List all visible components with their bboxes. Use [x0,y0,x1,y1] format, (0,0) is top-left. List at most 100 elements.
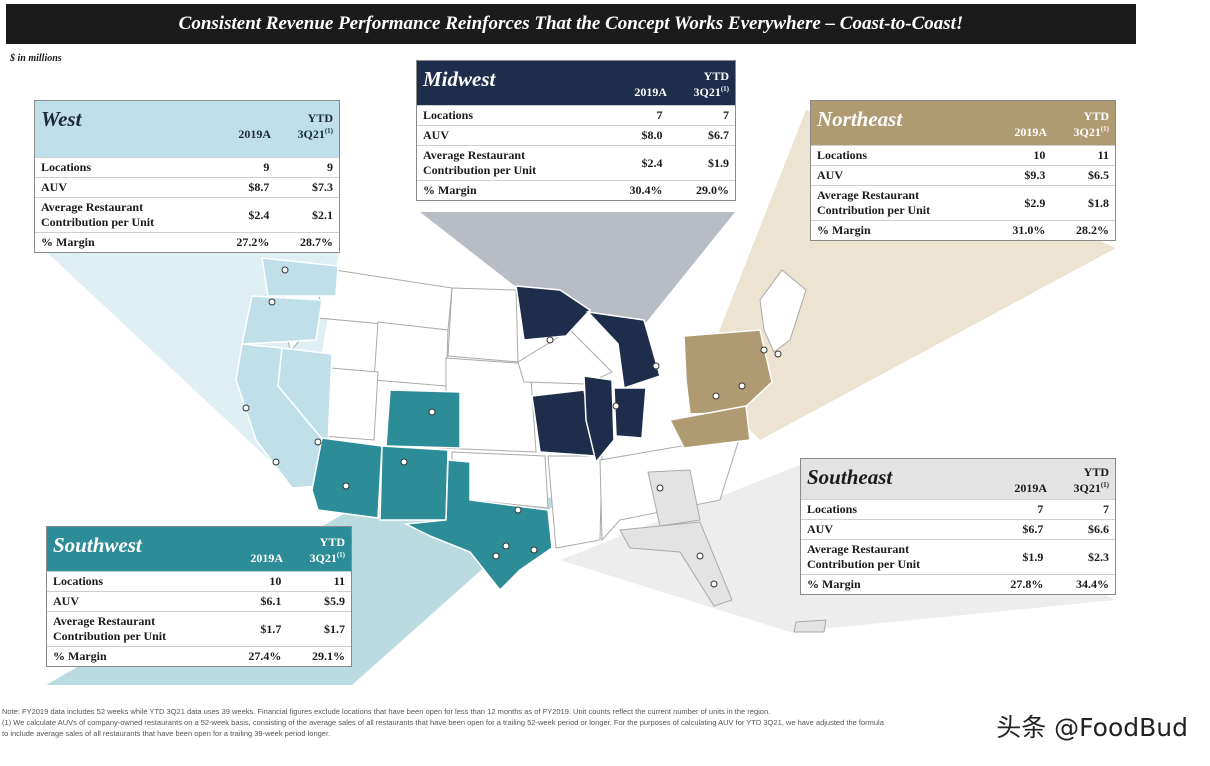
region-name: West [41,107,82,131]
state-colorado [385,389,461,449]
location-dot [428,408,436,416]
table-row: Average Restaurant Contribution per Unit $… [811,185,1115,221]
location-dot [738,382,746,390]
ytd-label: YTD [1083,109,1109,123]
location-dot [514,506,522,514]
location-dot [546,336,554,344]
location-dot [342,482,350,490]
location-dot [656,484,664,492]
col-3q21: 3Q21(1) [297,127,333,141]
midwest-metrics-table: Locations 7 7 AUV $8.0 $6.7 Average Restaura… [417,105,735,200]
table-row: Locations 10 11 [811,145,1115,166]
state-washington [261,257,339,297]
northeast-panel-header: Northeast YTD 2019A 3Q21(1) [811,101,1115,145]
state-dakotas [447,287,519,363]
location-dot [652,362,660,370]
state-puerto-rico [793,619,827,633]
state-arizona [311,437,383,519]
table-row: Average Restaurant Contribution per Unit $… [417,145,735,181]
region-name: Southeast [807,465,893,489]
table-row: Average Restaurant Contribution per Unit $… [47,611,351,647]
region-name: Midwest [423,67,496,91]
location-dot [774,350,782,358]
location-dot [268,298,276,306]
west-metrics-table: Locations 9 9 AUV $8.7 $7.3 Average Restaura… [35,157,339,252]
table-row: Locations 9 9 [35,157,339,178]
state-new-england [759,269,807,353]
region-name: Northeast [817,107,903,131]
table-row: % Margin 27.8% 34.4% [801,574,1115,594]
col-3q21: 3Q21(1) [309,551,345,565]
watermark: 头条 @FoodBud [996,713,1188,742]
footnote: Note: FY2019 data includes 52 weeks whil… [2,706,1102,739]
state-georgia [647,469,701,527]
footnote-line: to include average sales of all restaura… [2,729,331,738]
northeast-callout-wedge [700,110,1116,440]
southeast-metrics-table: Locations 7 7 AUV $6.7 $6.6 Average Restaura… [801,499,1115,594]
midwest-callout-wedge [420,212,735,330]
location-dot [696,552,704,560]
location-dot [760,346,768,354]
location-dot [400,458,408,466]
midwest-panel: Midwest YTD 2019A 3Q21(1) Locations 7 7 AUV… [416,60,736,201]
col-3q21: 3Q21(1) [1073,125,1109,139]
state-new-mexico [379,445,449,521]
state-oregon [241,295,323,345]
southeast-panel: Southeast YTD 2019A 3Q21(1) Locations 7 7 A… [800,458,1116,595]
table-row: AUV $6.7 $6.6 [801,519,1115,540]
location-dot [272,458,280,466]
footnote-line: (1) We calculate AUVs of company-owned r… [2,718,884,727]
location-dot [502,542,510,550]
location-dot [242,404,250,412]
table-row: Locations 10 11 [47,571,351,592]
table-row: % Margin 27.4% 29.1% [47,646,351,666]
col-3q21: 3Q21(1) [693,85,729,99]
table-row: Average Restaurant Contribution per Unit $… [35,197,339,233]
location-dot [710,580,718,588]
col-2019a: 2019A [250,551,283,565]
units-note: $ in millions [10,53,62,64]
ytd-label: YTD [307,111,333,125]
southwest-metrics-table: Locations 10 11 AUV $6.1 $5.9 Average Restau… [47,571,351,666]
southwest-panel: Southwest YTD 2019A 3Q21(1) Locations 10 11… [46,526,352,667]
table-row: % Margin 31.0% 28.2% [811,220,1115,240]
location-dot [281,266,289,274]
west-panel-header: West YTD 2019A 3Q21(1) [35,101,339,157]
state-nebraska-kansas [439,357,537,453]
state-florida [619,521,733,607]
state-indiana [613,387,647,439]
location-dot [530,546,538,554]
table-row: AUV $6.1 $5.9 [47,591,351,612]
west-panel: West YTD 2019A 3Q21(1) Locations 9 9 AUV $8.… [34,100,340,253]
southeast-panel-header: Southeast YTD 2019A 3Q21(1) [801,459,1115,499]
state-minnesota [515,285,592,341]
col-2019a: 2019A [1014,481,1047,495]
table-row: AUV $8.0 $6.7 [417,125,735,146]
state-montana [317,267,453,331]
table-row: AUV $9.3 $6.5 [811,165,1115,186]
table-row: Locations 7 7 [417,105,735,126]
location-dot [612,402,620,410]
col-3q21: 3Q21(1) [1073,481,1109,495]
table-row: Average Restaurant Contribution per Unit $… [801,539,1115,575]
location-dot [314,438,322,446]
ytd-label: YTD [703,69,729,83]
state-illinois [583,375,615,464]
northeast-metrics-table: Locations 10 11 AUV $9.3 $6.5 Average Restau… [811,145,1115,240]
state-arkansas-la [547,455,603,549]
northeast-panel: Northeast YTD 2019A 3Q21(1) Locations 10 11… [810,100,1116,241]
ytd-label: YTD [319,535,345,549]
page-title: Consistent Revenue Performance Reinforce… [6,4,1136,44]
location-dots [242,266,782,588]
col-2019a: 2019A [1014,125,1047,139]
location-dot [492,552,500,560]
state-michigan [585,310,661,389]
table-row: % Margin 30.4% 29.0% [417,180,735,200]
ytd-label: YTD [1083,465,1109,479]
table-row: AUV $8.7 $7.3 [35,177,339,198]
table-row: Locations 7 7 [801,499,1115,520]
col-2019a: 2019A [634,85,667,99]
state-wyoming [373,321,449,387]
col-2019a: 2019A [238,127,271,141]
midwest-panel-header: Midwest YTD 2019A 3Q21(1) [417,61,735,105]
